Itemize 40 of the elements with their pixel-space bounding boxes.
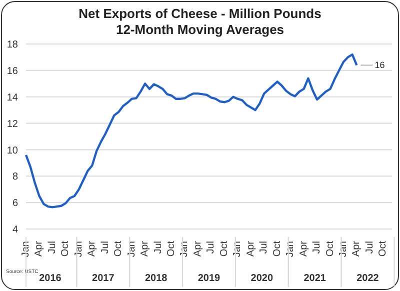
x-tick-label: Apr: [298, 240, 310, 257]
y-tick-label: 8: [12, 172, 18, 183]
x-tick-label: Apr: [192, 240, 204, 257]
chart-title: Net Exports of Cheese - Million Pounds: [78, 6, 322, 22]
x-tick-label: Jul: [206, 241, 217, 254]
text: 2018: [144, 273, 168, 284]
x-tick-label: Oct: [378, 240, 389, 257]
line-series: [24, 53, 358, 208]
x-tick-label: Oct: [60, 240, 72, 257]
x-tick-label: Jul: [152, 241, 164, 254]
chart-subtitle: 12-Month Moving Averages: [114, 22, 286, 38]
y-tick-label: 10: [6, 145, 18, 156]
x-tick-label: Jul: [364, 241, 376, 254]
x-tick-label: Apr: [34, 240, 45, 257]
x-tick-label: Apr: [86, 240, 98, 257]
x-tick-label: Jul: [312, 241, 323, 254]
x-tick-label: Oct: [113, 240, 124, 257]
y-tick-label: 6: [12, 198, 18, 210]
x-tick-label: Jul: [258, 241, 270, 254]
x-tick-label: Apr: [140, 240, 151, 257]
text: 2016: [39, 273, 62, 284]
x-tick-label: Apr: [351, 240, 362, 257]
text: 2022: [356, 273, 380, 284]
x-tick-label: Oct: [218, 240, 230, 257]
text: 2020: [250, 273, 274, 284]
y-tick-label: 18: [6, 40, 18, 51]
x-tick-label: Oct: [272, 240, 283, 257]
x-tick-label: Oct: [166, 240, 178, 257]
text: 2021: [304, 273, 326, 284]
y-tick-label: 16: [6, 66, 18, 77]
y-tick-label: 14: [6, 92, 18, 104]
x-tick-label: Apr: [245, 240, 256, 257]
x-tick-label: Jul: [100, 241, 111, 254]
y-tick-label: 12: [6, 118, 18, 130]
y-tick-label: 4: [12, 224, 18, 236]
x-tick-label: Jul: [46, 241, 58, 254]
x-tick-label: Oct: [324, 240, 336, 257]
text: 2017: [92, 273, 115, 284]
text: 2019: [198, 273, 221, 284]
data-label: 16: [374, 60, 385, 70]
